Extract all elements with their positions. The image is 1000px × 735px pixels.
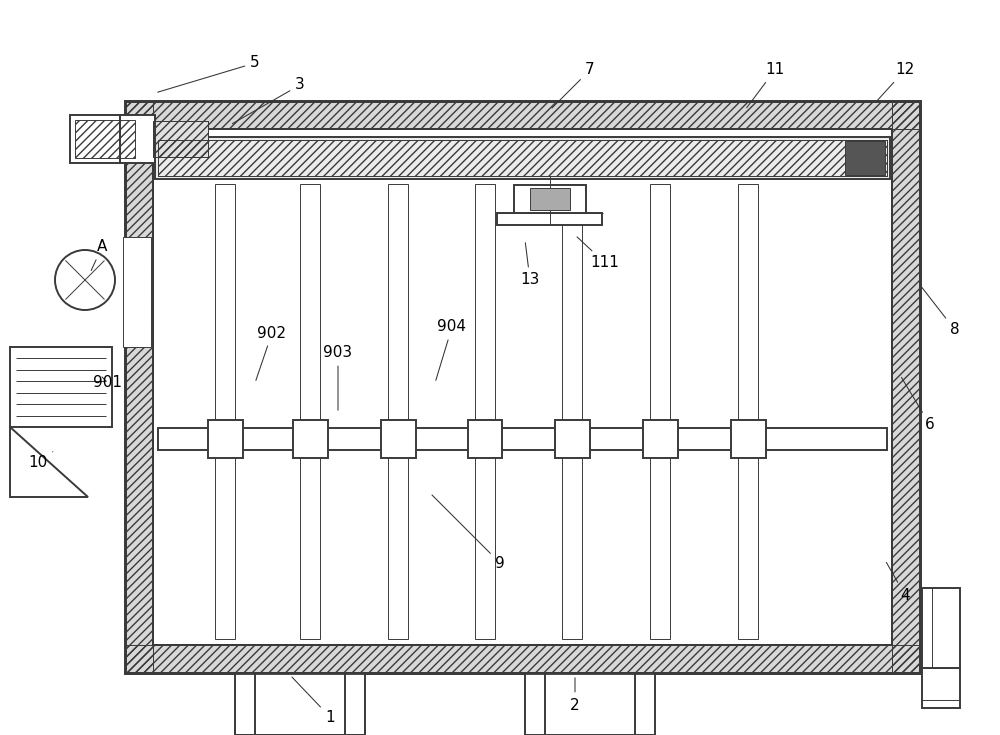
Bar: [530, 188, 570, 210]
Bar: [738, 184, 758, 424]
Text: 3: 3: [232, 77, 305, 123]
Text: A: A: [91, 240, 107, 270]
Bar: [497, 213, 602, 225]
Bar: [153, 129, 892, 645]
Text: 901: 901: [94, 376, 122, 390]
Bar: [120, 115, 155, 163]
Bar: [125, 101, 920, 673]
Bar: [215, 454, 235, 639]
Bar: [300, 184, 320, 424]
Text: 1: 1: [292, 677, 335, 725]
Bar: [922, 588, 960, 668]
Text: 12: 12: [877, 62, 915, 101]
Bar: [125, 101, 920, 129]
Bar: [388, 184, 408, 424]
Bar: [475, 184, 495, 424]
Bar: [292, 420, 328, 458]
Text: 904: 904: [436, 320, 466, 380]
Circle shape: [55, 250, 115, 310]
Bar: [642, 420, 678, 458]
Bar: [892, 101, 920, 673]
Bar: [153, 129, 892, 645]
Bar: [845, 141, 885, 175]
Bar: [235, 673, 365, 735]
Bar: [75, 120, 135, 158]
Bar: [475, 454, 495, 639]
Text: 11: 11: [747, 62, 785, 108]
Bar: [525, 673, 655, 735]
Text: 4: 4: [886, 562, 910, 603]
Bar: [514, 185, 586, 213]
Bar: [650, 184, 670, 424]
Text: 8: 8: [922, 287, 960, 337]
Bar: [554, 420, 590, 458]
Bar: [300, 454, 320, 639]
Bar: [158, 140, 887, 176]
Bar: [158, 140, 887, 176]
Bar: [123, 237, 151, 347]
Bar: [380, 420, 416, 458]
Bar: [158, 428, 887, 450]
Text: 10: 10: [28, 452, 53, 470]
Bar: [731, 420, 766, 458]
Text: 903: 903: [323, 345, 353, 410]
Bar: [208, 420, 243, 458]
Text: 6: 6: [901, 377, 935, 432]
Bar: [155, 137, 890, 179]
Text: 9: 9: [432, 495, 505, 570]
Bar: [562, 184, 582, 424]
Bar: [562, 454, 582, 639]
Text: 902: 902: [256, 326, 287, 381]
Polygon shape: [10, 427, 88, 497]
Bar: [388, 454, 408, 639]
Bar: [922, 668, 960, 708]
Bar: [10, 347, 112, 427]
Bar: [153, 121, 208, 157]
Bar: [738, 454, 758, 639]
Bar: [125, 101, 153, 673]
Bar: [215, 184, 235, 424]
Text: 5: 5: [158, 56, 260, 92]
Text: 7: 7: [552, 62, 595, 108]
Text: 2: 2: [570, 678, 580, 712]
Bar: [125, 645, 920, 673]
Bar: [125, 101, 920, 673]
Bar: [650, 454, 670, 639]
Text: 13: 13: [520, 243, 540, 287]
Bar: [468, 420, 502, 458]
Text: 111: 111: [577, 237, 619, 270]
Bar: [153, 121, 208, 157]
Bar: [70, 115, 140, 163]
